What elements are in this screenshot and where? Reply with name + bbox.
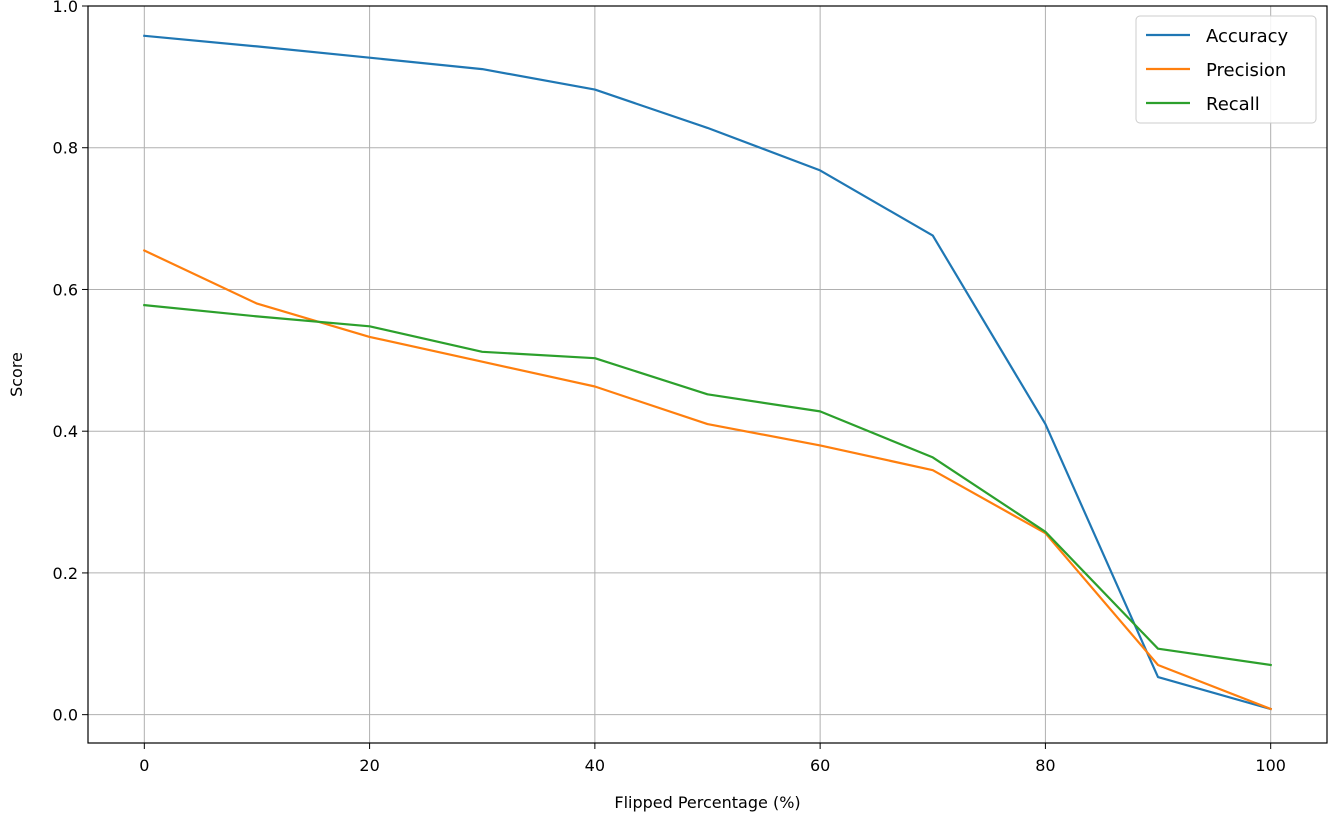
- series-line-accuracy: [143, 34, 1273, 711]
- legend: Accuracy Precision Recall: [1135, 15, 1317, 124]
- y-tick-label: 0.4: [53, 422, 78, 441]
- x-tick-label: 20: [359, 756, 379, 775]
- y-tick-label: 0.2: [53, 564, 78, 583]
- x-tick-label: 40: [585, 756, 605, 775]
- plot-frame: [87, 5, 1328, 744]
- legend-label-accuracy: Accuracy: [1206, 26, 1289, 47]
- y-axis-label: Score: [7, 352, 26, 397]
- axis-ticks: 0 20 40 60 80 100 0.0 0.2 0.4 0.6 0.8 1.0: [53, 0, 1286, 775]
- x-tick-label: 0: [139, 756, 149, 775]
- grid-lines: [88, 5, 1327, 743]
- x-tick-label: 60: [810, 756, 830, 775]
- legend-label-recall: Recall: [1206, 94, 1260, 115]
- y-tick-label: 1.0: [53, 0, 78, 16]
- y-tick-label: 0.8: [53, 139, 78, 158]
- y-tick-label: 0.6: [53, 280, 78, 299]
- x-axis-label: Flipped Percentage (%): [614, 793, 800, 812]
- x-tick-label: 100: [1255, 756, 1286, 775]
- legend-label-precision: Precision: [1206, 60, 1286, 81]
- series-line-recall: [143, 303, 1272, 667]
- x-tick-label: 80: [1035, 756, 1055, 775]
- series-line-precision: [142, 249, 1273, 711]
- y-tick-label: 0.0: [53, 706, 78, 725]
- legend-box: [1135, 15, 1317, 124]
- series-lines: [142, 34, 1273, 711]
